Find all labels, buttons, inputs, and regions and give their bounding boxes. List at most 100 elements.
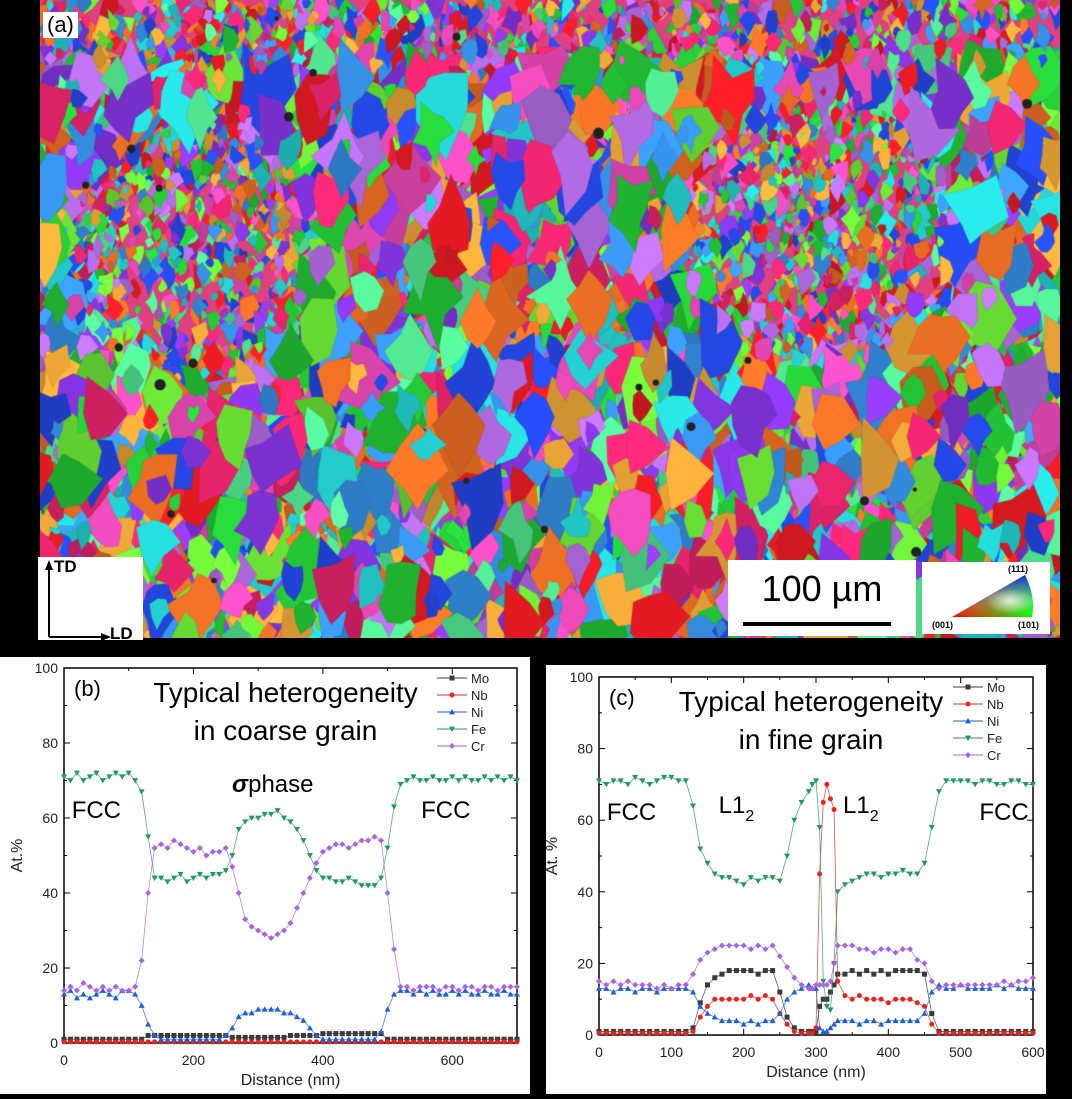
data-point-fe: [319, 875, 326, 881]
data-point-ni: [145, 1021, 152, 1027]
data-point-cr: [190, 848, 197, 855]
data-point-fe: [972, 782, 979, 788]
data-point-mo: [741, 968, 747, 974]
data-point-fe: [481, 774, 488, 780]
data-point-ni: [740, 1021, 747, 1027]
data-point-fe: [921, 860, 928, 867]
data-point-nb: [508, 1039, 514, 1045]
panel-b-coarse-grain-profile: 0 200 400 600 0 20 40 60 80 100 Distance (nm) At.% M…: [0, 657, 530, 1094]
data-point-mo: [820, 996, 826, 1002]
x-tick-label: 500: [949, 1044, 973, 1060]
data-point-ni: [711, 1014, 718, 1020]
data-point-ni: [403, 987, 410, 993]
data-point-fe: [993, 782, 1000, 788]
data-point-nb: [1016, 1030, 1022, 1036]
data-point-cr: [816, 981, 823, 988]
data-point-nb: [113, 1039, 119, 1045]
data-point-cr: [849, 942, 856, 949]
data-point-fe: [371, 883, 378, 889]
data-point-fe: [86, 774, 93, 780]
y-axis-label: At.%: [9, 839, 26, 873]
data-point-mo: [229, 1034, 235, 1040]
data-point-fe: [365, 883, 372, 889]
data-point-cr: [293, 905, 300, 911]
data-point-cr: [229, 863, 236, 870]
data-point-fe: [668, 774, 675, 781]
data-point-nb: [385, 1039, 391, 1045]
data-point-mo: [93, 1036, 99, 1042]
series-line-nb: [599, 784, 1033, 1034]
data-point-ni: [632, 989, 639, 995]
data-point-ni: [391, 991, 398, 997]
data-point-cr: [610, 978, 617, 985]
data-point-nb: [596, 1030, 602, 1036]
subscript: 2: [870, 808, 879, 825]
data-point-mo: [705, 982, 710, 988]
data-point-ni: [646, 985, 653, 991]
ebsd-orientation-map: [40, 0, 1060, 638]
data-point-fe: [462, 774, 469, 780]
data-point-fe: [332, 879, 339, 885]
data-point-cr: [755, 942, 762, 949]
data-point-mo: [288, 1033, 293, 1038]
data-point-fe: [203, 875, 210, 881]
data-point-nb: [469, 1039, 475, 1045]
data-point-mo: [320, 1031, 326, 1037]
data-point-mo: [333, 1031, 339, 1037]
x-tick-label: 200: [182, 1052, 206, 1068]
data-point-nb: [404, 1039, 410, 1045]
data-point-mo: [184, 1033, 190, 1038]
data-point-nb: [979, 1030, 985, 1036]
data-point-mo: [784, 1014, 790, 1020]
phase-annotation: FCC: [979, 799, 1028, 826]
series-mo: [61, 1031, 520, 1042]
data-point-nb: [972, 1030, 978, 1036]
data-point-ni: [791, 989, 798, 995]
data-point-cr: [281, 927, 288, 934]
data-point-fe: [617, 778, 624, 784]
data-point-cr: [690, 971, 697, 978]
data-point-nb: [705, 1003, 710, 1009]
y-tick-label: 80: [42, 735, 58, 751]
data-point-cr: [171, 837, 178, 844]
data-point-mo: [165, 1033, 171, 1038]
data-point-mo: [249, 1034, 255, 1040]
data-point-mo: [80, 1036, 86, 1042]
data-point-cr: [416, 983, 423, 990]
data-point-nb: [849, 996, 855, 1002]
data-point-fe: [885, 871, 892, 877]
data-point-cr: [675, 981, 682, 988]
data-point-ni: [365, 1036, 372, 1042]
data-point-fe: [80, 778, 87, 784]
data-point-ni: [979, 985, 986, 991]
data-point-cr: [462, 983, 469, 990]
data-point-nb: [262, 1039, 268, 1045]
data-point-ni: [964, 985, 971, 991]
data-point-ni: [596, 985, 602, 991]
data-point-cr: [993, 981, 1000, 988]
data-point-mo: [61, 1036, 67, 1042]
data-point-mo: [712, 975, 718, 981]
y-tick-label: 0: [585, 1027, 593, 1043]
series-cr: [61, 833, 520, 994]
legend-marker-cr: [965, 752, 971, 758]
data-point-cr: [928, 978, 935, 985]
data-point-fe: [950, 778, 957, 784]
data-point-ni: [410, 991, 417, 997]
data-point-mo: [158, 1033, 164, 1038]
data-point-mo: [719, 971, 725, 977]
data-point-fe: [326, 875, 333, 881]
data-point-ni: [624, 985, 631, 991]
data-point-nb: [249, 1039, 255, 1045]
data-point-fe: [339, 879, 346, 885]
data-point-ni: [281, 1010, 288, 1016]
data-point-nb: [255, 1039, 261, 1045]
legend-marker-fe: [449, 726, 455, 732]
data-point-ni: [313, 1032, 320, 1038]
data-point-fe: [809, 782, 816, 788]
data-point-fe: [177, 871, 184, 878]
data-point-nb: [449, 1039, 455, 1045]
data-point-nb: [654, 1030, 660, 1036]
data-point-ni: [784, 996, 791, 1002]
data-point-ni: [661, 985, 668, 991]
